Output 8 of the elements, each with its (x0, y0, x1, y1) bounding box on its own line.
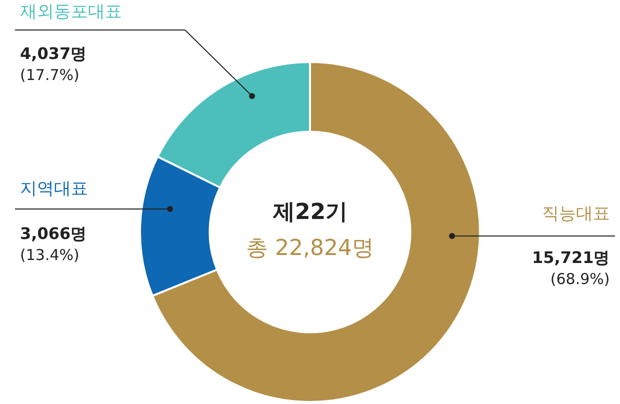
data-label: 3,066명 (13.4%) (20, 224, 87, 264)
slice-label: 지역대표 (20, 179, 88, 199)
slice-label: 직능대표 (542, 204, 610, 224)
slice-label: 재외동포대표 (20, 2, 122, 22)
data-label: 15,721명 (68.9%) (532, 248, 610, 288)
text: 제22기 (272, 200, 348, 225)
text: 총 22,824명 (246, 236, 374, 261)
data-label: 4,037명 (17.7%) (20, 44, 87, 84)
